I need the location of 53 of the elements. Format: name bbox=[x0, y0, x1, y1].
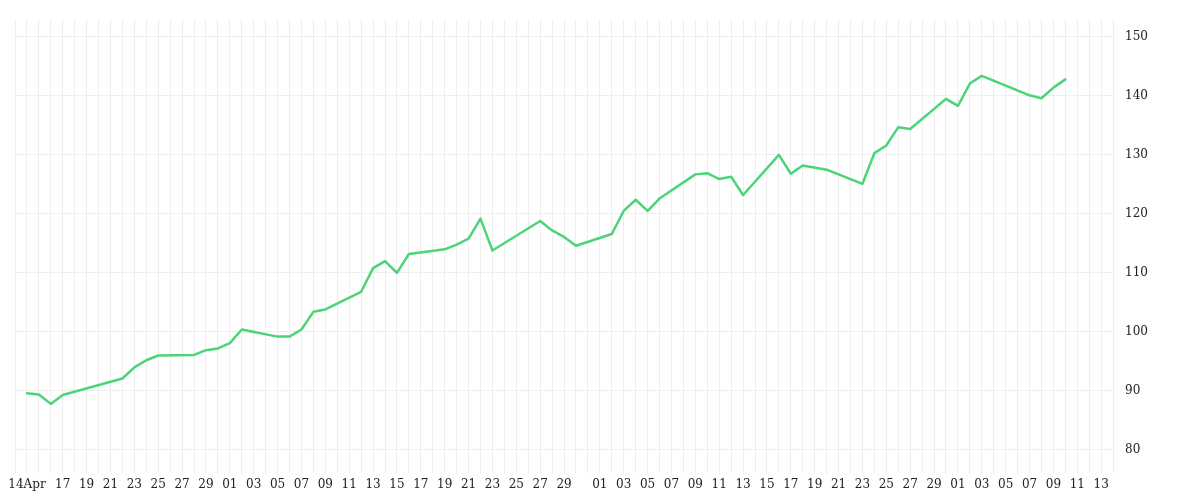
x-tick-label: 27 bbox=[532, 476, 548, 491]
x-tick-label: 07 bbox=[663, 476, 680, 491]
x-tick-label: 17 bbox=[413, 476, 429, 491]
x-tick-label: 15 bbox=[389, 476, 405, 491]
x-tick-label: 15 bbox=[759, 476, 775, 491]
x-tick-label: 11 bbox=[1069, 476, 1085, 491]
x-tick-label: 23 bbox=[484, 476, 501, 491]
y-tick-label: 150 bbox=[1125, 29, 1148, 44]
x-tick-label: 01 bbox=[592, 476, 608, 491]
x-tick-label: 05 bbox=[639, 476, 656, 491]
y-tick-label: 140 bbox=[1125, 88, 1148, 103]
x-tick-label: 03 bbox=[974, 476, 990, 491]
x-tick-label: 09 bbox=[687, 476, 703, 491]
x-tick-label: 13 bbox=[365, 476, 381, 491]
x-tick-label: 05 bbox=[269, 476, 286, 491]
x-tick-label: 07 bbox=[293, 476, 310, 491]
y-tick-label: 90 bbox=[1125, 383, 1141, 398]
x-tick-label: 29 bbox=[926, 476, 942, 491]
x-tick-label: 21 bbox=[830, 476, 847, 491]
y-tick-label: 110 bbox=[1125, 265, 1148, 280]
x-tick-label: 09 bbox=[317, 476, 333, 491]
x-tick-label: 17 bbox=[55, 476, 71, 491]
x-tick-label: 17 bbox=[783, 476, 799, 491]
x-tick-label: 11 bbox=[711, 476, 727, 491]
x-tick-label: 27 bbox=[902, 476, 918, 491]
x-tick-label: 25 bbox=[878, 476, 894, 491]
y-tick-label: 80 bbox=[1125, 442, 1141, 457]
x-tick-label: 19 bbox=[807, 476, 823, 491]
x-tick-label: 27 bbox=[174, 476, 190, 491]
x-tick-label: 19 bbox=[437, 476, 453, 491]
x-tick-label: 01 bbox=[950, 476, 966, 491]
y-tick-label: 100 bbox=[1125, 324, 1148, 339]
x-tick-label: 13 bbox=[1093, 476, 1109, 491]
x-tick-label: 09 bbox=[1045, 476, 1062, 491]
x-tick-label: 13 bbox=[735, 476, 751, 491]
x-tick-label: 07 bbox=[1021, 476, 1038, 491]
y-tick-label: 120 bbox=[1125, 206, 1148, 221]
x-tick-label: 21 bbox=[102, 476, 119, 491]
x-tick-label: 03 bbox=[246, 476, 262, 491]
x-tick-label: 23 bbox=[854, 476, 871, 491]
x-tick-label: 19 bbox=[78, 476, 95, 491]
x-tick-label: 25 bbox=[508, 476, 524, 491]
x-tick-label: 29 bbox=[198, 476, 214, 491]
x-tick-label: 23 bbox=[126, 476, 142, 491]
y-tick-label: 130 bbox=[1125, 147, 1148, 162]
x-tick-label: 01 bbox=[222, 476, 238, 491]
x-tick-label: 25 bbox=[150, 476, 166, 491]
x-tick-label: 11 bbox=[341, 476, 357, 491]
x-tick-label: 29 bbox=[556, 476, 572, 491]
x-tick-label: 03 bbox=[616, 476, 632, 491]
x-tick-label: 21 bbox=[460, 476, 477, 491]
x-tick-label: 14Apr bbox=[8, 476, 46, 491]
x-tick-label: 05 bbox=[998, 476, 1014, 491]
